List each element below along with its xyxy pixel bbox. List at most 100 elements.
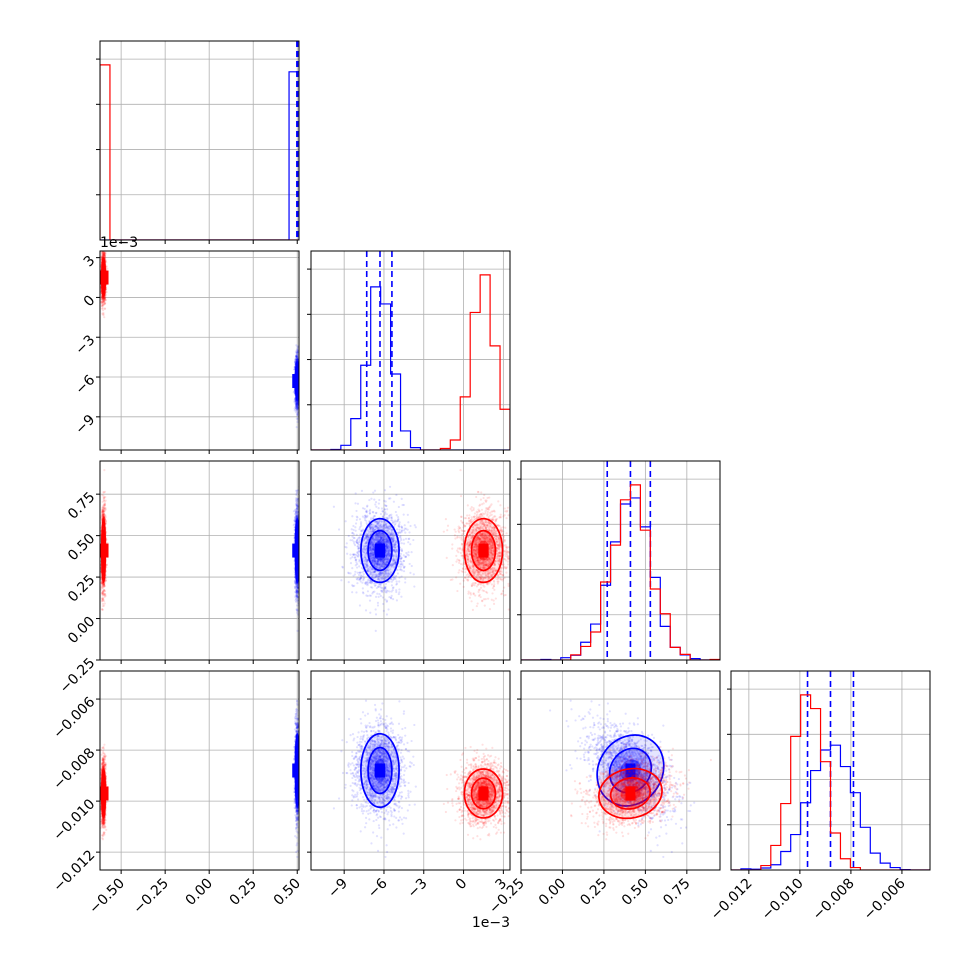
scatter-point — [295, 354, 298, 357]
scatter-point — [104, 299, 107, 302]
scatter-point — [296, 406, 299, 409]
scatter-point — [101, 309, 105, 312]
scatter-point — [296, 400, 299, 403]
panel-content — [100, 469, 301, 633]
panel-1-1 — [307, 250, 511, 454]
scatter-point — [296, 358, 299, 361]
scatter-point — [295, 407, 298, 410]
scatter-point — [295, 402, 298, 405]
scatter-point — [295, 402, 298, 406]
scatter-point — [101, 253, 104, 256]
scatter-point — [295, 355, 298, 358]
scatter-point — [295, 402, 298, 405]
scatter-point — [103, 302, 107, 305]
scatter-point — [295, 400, 298, 404]
scatter-point — [103, 299, 106, 302]
scatter-point — [294, 399, 297, 402]
scatter-point — [296, 352, 299, 355]
scatter-point — [103, 302, 106, 305]
scatter-point — [103, 307, 107, 310]
scatter-point — [296, 629, 299, 633]
scatter-point — [294, 406, 297, 409]
scatter-point — [295, 401, 298, 405]
scatter-point — [295, 351, 299, 354]
scatter-point — [104, 301, 107, 305]
scatter-point — [294, 350, 298, 353]
scatter-point — [294, 400, 297, 403]
scatter-point — [296, 418, 299, 421]
scatter-point — [101, 300, 104, 303]
scatter-point — [296, 402, 299, 405]
scatter-point — [295, 344, 298, 347]
scatter-point — [295, 355, 298, 359]
scatter-point — [102, 298, 105, 302]
panel-frame — [99, 40, 300, 241]
scatter-point — [295, 409, 298, 412]
scatter-point — [295, 492, 298, 495]
scatter-point — [296, 406, 299, 410]
scatter-point — [296, 414, 299, 417]
scatter-point — [293, 400, 296, 403]
histogram-red — [100, 64, 299, 240]
scatter-point — [101, 296, 104, 300]
panel-2-0 — [96, 460, 301, 664]
scatter-point — [294, 402, 298, 405]
scatter-point — [294, 411, 298, 414]
panel-1-0 — [96, 250, 301, 454]
scatter-point — [296, 348, 299, 351]
scatter-point — [102, 313, 105, 316]
scatter-point — [295, 357, 299, 361]
scatter-point — [296, 345, 299, 348]
scatter-point — [296, 411, 299, 414]
scatter-point — [295, 417, 298, 420]
scatter-point — [293, 407, 296, 410]
scatter-point — [296, 356, 299, 359]
scatter-point — [295, 359, 299, 362]
scatter-point — [295, 354, 298, 357]
scatter-point — [294, 358, 298, 361]
scatter-point — [103, 253, 106, 256]
scatter-point — [100, 258, 103, 261]
scatter-point — [296, 356, 299, 359]
scatter-point — [294, 400, 298, 403]
scatter-point — [296, 403, 299, 407]
scatter-point — [295, 401, 299, 404]
scatter-point — [295, 402, 298, 405]
scatter-point — [103, 297, 106, 300]
panel-content — [311, 251, 510, 450]
scatter-point — [295, 404, 298, 407]
scatter-point — [102, 252, 106, 256]
scatter-point — [295, 404, 298, 407]
scatter-point — [296, 406, 299, 409]
density-peak — [292, 374, 299, 389]
scatter-point — [295, 352, 299, 355]
scatter-point — [296, 404, 299, 407]
scatter-point — [103, 297, 106, 300]
scatter-point — [103, 297, 106, 301]
scatter-point — [296, 401, 299, 404]
scatter-point — [295, 403, 298, 406]
scatter-point — [294, 400, 297, 403]
scatter-point — [294, 356, 297, 359]
scatter-point — [295, 403, 299, 406]
scatter-point — [101, 298, 104, 301]
scatter-point — [296, 412, 299, 415]
histogram-red — [311, 274, 510, 450]
scatter-point — [299, 381, 301, 383]
scatter-point — [296, 350, 299, 353]
scatter-point — [295, 359, 298, 362]
scatter-point — [299, 539, 301, 541]
scatter-point — [295, 402, 299, 405]
scatter-point — [296, 353, 299, 357]
scatter-point — [295, 400, 298, 403]
scatter-point — [296, 401, 299, 404]
scatter-point — [101, 255, 105, 258]
scatter-point — [296, 359, 299, 362]
scatter-point — [296, 409, 299, 412]
scatter-point — [102, 297, 105, 300]
scatter-point — [102, 311, 105, 315]
scatter-point — [292, 510, 296, 513]
scatter-point — [101, 256, 104, 259]
scatter-point — [295, 348, 299, 351]
scatter-point — [296, 400, 299, 403]
